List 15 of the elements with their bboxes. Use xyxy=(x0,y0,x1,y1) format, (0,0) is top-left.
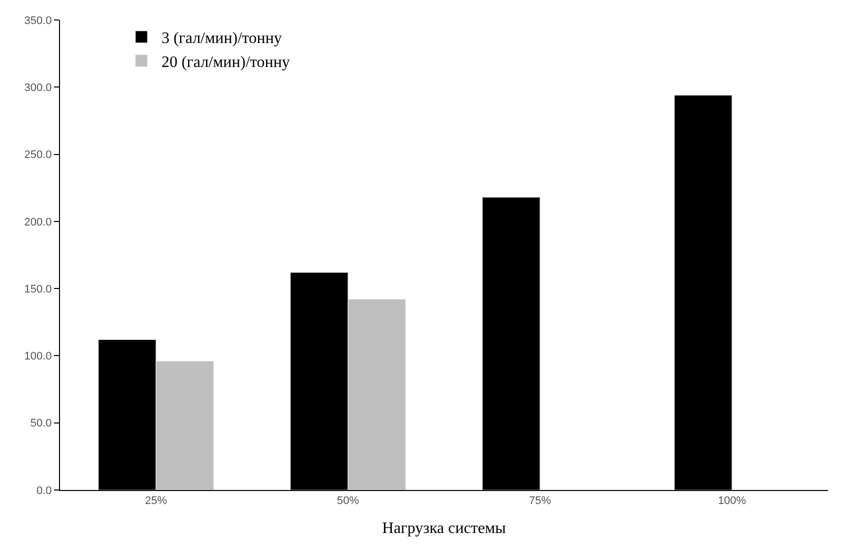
x-axis-title: Нагрузка системы xyxy=(382,520,506,537)
y-tick-label: 350.0 xyxy=(24,14,52,27)
y-tick-label: 200.0 xyxy=(24,216,52,228)
y-tick-label: 100.0 xyxy=(24,350,52,363)
x-tick-label: 75% xyxy=(528,495,552,508)
y-tick-label: 300.0 xyxy=(24,82,52,94)
y-tick-label: 250.0 xyxy=(24,149,52,162)
legend-label: 20 (гал/мин)/тонну xyxy=(161,54,290,71)
x-tick-label: 100% xyxy=(718,495,746,508)
x-tick-label: 25% xyxy=(144,495,168,508)
legend-label: 3 (гал/мин)/тонну xyxy=(161,30,282,48)
y-tick-label: 50.0 xyxy=(30,418,52,430)
x-tick-label: 50% xyxy=(336,495,360,508)
y-tick-label: 150.0 xyxy=(24,283,52,296)
y-tick-label: 0.0 xyxy=(36,484,52,497)
